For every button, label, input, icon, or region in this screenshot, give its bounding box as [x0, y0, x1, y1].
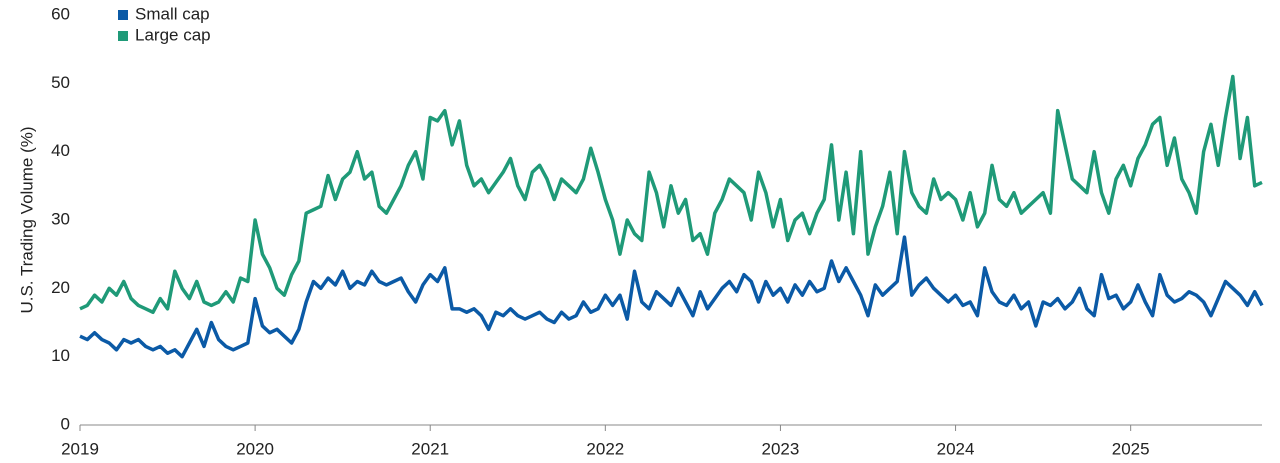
y-tick-label: 60 [51, 4, 70, 23]
legend-swatch [118, 10, 128, 20]
x-tick-label: 2020 [236, 439, 274, 458]
y-tick-label: 30 [51, 209, 70, 228]
x-tick-label: 2023 [762, 439, 800, 458]
y-tick-label: 10 [51, 346, 70, 365]
y-tick-label: 40 [51, 141, 70, 160]
x-tick-label: 2019 [61, 439, 99, 458]
legend-label: Large cap [135, 25, 211, 44]
x-tick-label: 2024 [937, 439, 975, 458]
series-line [79, 235, 1264, 359]
legend-label: Small cap [135, 4, 210, 23]
y-tick-label: 50 [51, 73, 70, 92]
y-tick-label: 20 [51, 278, 70, 297]
x-tick-label: 2025 [1112, 439, 1150, 458]
legend-swatch [118, 31, 128, 41]
x-tick-label: 2021 [411, 439, 449, 458]
y-axis-title: U.S. Trading Volume (%) [17, 126, 36, 313]
x-tick-label: 2022 [586, 439, 624, 458]
series-line [79, 74, 1263, 314]
y-tick-label: 0 [61, 414, 70, 433]
